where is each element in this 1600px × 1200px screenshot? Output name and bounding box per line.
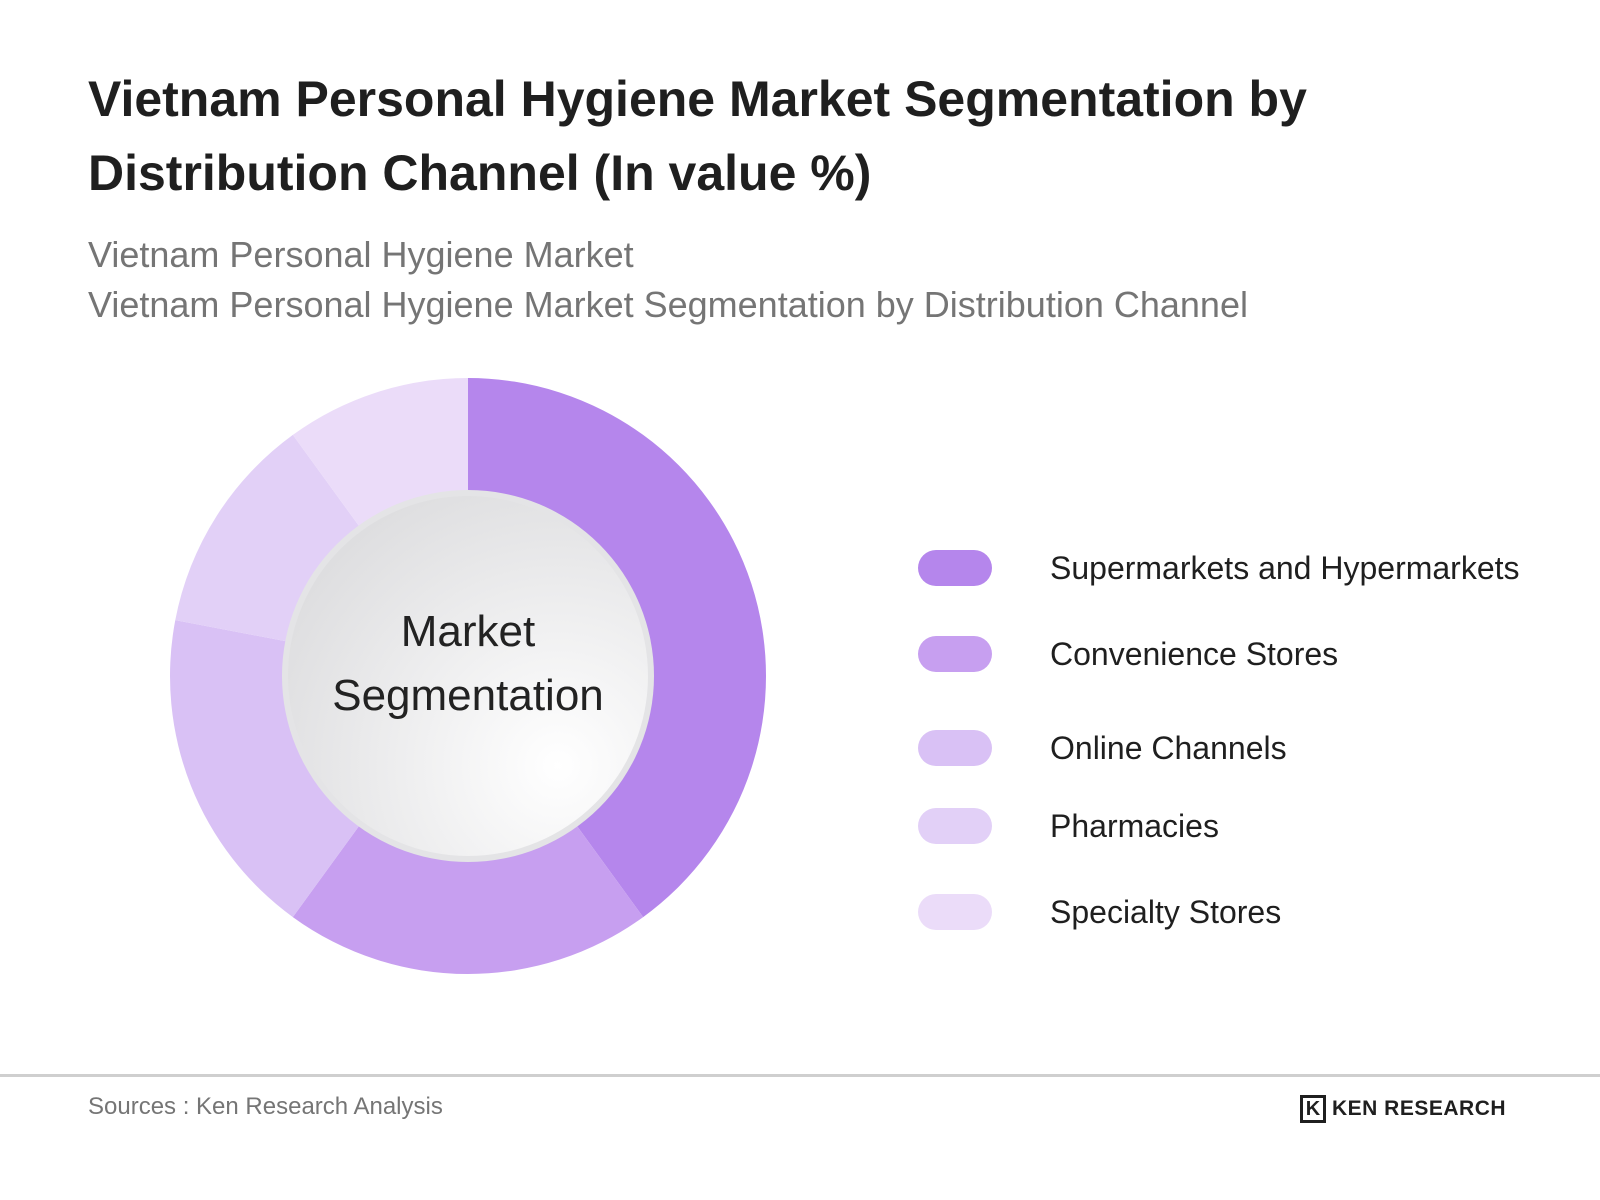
legend-swatch	[918, 730, 992, 766]
legend-swatch	[918, 550, 992, 586]
legend-item-specialty-stores: Specialty Stores	[918, 892, 1578, 932]
legend-swatch	[918, 636, 992, 672]
legend-label: Supermarkets and Hypermarkets	[1050, 550, 1520, 586]
brand-name: KEN RESEARCH	[1332, 1097, 1507, 1120]
brand-mark-icon: K	[1300, 1095, 1326, 1123]
source-note: Sources : Ken Research Analysis	[88, 1093, 443, 1120]
legend-swatch	[918, 894, 992, 930]
subtitle-line-2: Vietnam Personal Hygiene Market Segmenta…	[88, 284, 1248, 325]
legend-label: Convenience Stores	[1050, 636, 1339, 672]
legend-item-online-channels: Online Channels	[918, 728, 1578, 768]
donut-hub	[288, 496, 648, 856]
center-label-line-1: Market	[400, 607, 536, 656]
center-label-line-2: Segmentation	[332, 671, 604, 720]
legend-item-pharmacies: Pharmacies	[918, 806, 1578, 846]
donut-slice-online-channels	[169, 620, 380, 918]
chart-subtitle: Vietnam Personal Hygiene Market Vietnam …	[88, 230, 1538, 330]
subtitle-line-1: Vietnam Personal Hygiene Market	[88, 234, 634, 275]
legend-label: Pharmacies	[1050, 808, 1219, 844]
brand-logo: K KEN RESEARCH	[1300, 1092, 1506, 1126]
donut-center-label: Market Segmentation	[288, 600, 648, 728]
legend-label: Online Channels	[1050, 730, 1287, 766]
legend-swatch	[918, 808, 992, 844]
donut-slice-convenience-stores	[292, 797, 644, 974]
chart-title: Vietnam Personal Hygiene Market Segmenta…	[88, 71, 1307, 201]
legend-label: Specialty Stores	[1050, 894, 1282, 930]
legend-item-supermarkets: Supermarkets and Hypermarkets	[918, 548, 1578, 588]
legend-item-convenience-stores: Convenience Stores	[918, 634, 1578, 674]
footer-divider	[0, 1074, 1600, 1077]
